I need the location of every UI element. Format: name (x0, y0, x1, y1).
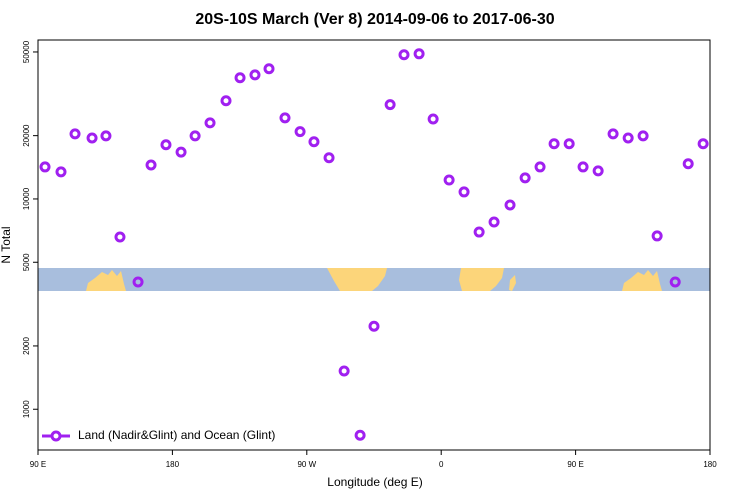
point (234, 72, 246, 84)
point (145, 159, 157, 171)
point (651, 230, 663, 242)
y-axis-label: N Total (0, 226, 13, 263)
point (308, 136, 320, 148)
y-tick-label: 1000 (22, 400, 31, 418)
x-tick-label: 0 (439, 460, 444, 469)
point (39, 161, 51, 173)
land (86, 270, 126, 291)
point (294, 126, 306, 138)
land (459, 268, 504, 291)
y-tick-label: 10000 (22, 187, 31, 210)
legend-marker (50, 430, 62, 442)
point (504, 199, 516, 211)
x-tick-label: 90 E (30, 460, 46, 469)
point (189, 130, 201, 142)
plot-frame (37, 39, 711, 451)
land (509, 275, 516, 291)
chart-title: 20S-10S March (Ver 8) 2014-09-06 to 2017… (195, 11, 554, 28)
point (548, 138, 560, 150)
point (55, 166, 67, 178)
point (637, 130, 649, 142)
point (607, 128, 619, 140)
point (682, 158, 694, 170)
point (175, 146, 187, 158)
x-tick-label: 90 E (567, 460, 583, 469)
point (669, 276, 681, 288)
point (249, 69, 261, 81)
point (592, 165, 604, 177)
point (132, 276, 144, 288)
point (323, 152, 335, 164)
point (384, 99, 396, 111)
point (100, 130, 112, 142)
point (697, 138, 709, 150)
x-tick-label: 180 (703, 460, 717, 469)
point (413, 48, 425, 60)
point (622, 132, 634, 144)
x-tick-label: 90 W (297, 460, 316, 469)
point (368, 320, 380, 332)
point (114, 231, 126, 243)
point (279, 112, 291, 124)
point (398, 49, 410, 61)
point (534, 161, 546, 173)
land (327, 268, 387, 291)
y-tick-label: 20000 (22, 124, 31, 147)
point (354, 429, 366, 441)
point (204, 117, 216, 129)
point (458, 186, 470, 198)
land (622, 270, 662, 291)
y-tick-label: 2000 (22, 336, 31, 354)
point (519, 172, 531, 184)
legend-label: Land (Nadir&Glint) and Ocean (Glint) (78, 428, 275, 442)
point (427, 113, 439, 125)
point (563, 138, 575, 150)
y-tick-label: 50000 (22, 40, 31, 63)
point (220, 95, 232, 107)
point (69, 128, 81, 140)
point (263, 63, 275, 75)
point (473, 226, 485, 238)
point (443, 174, 455, 186)
point (577, 161, 589, 173)
point (160, 139, 172, 151)
map-strip (38, 268, 710, 291)
point (86, 132, 98, 144)
x-tick-label: 180 (166, 460, 180, 469)
x-axis-label: Longitude (deg E) (327, 475, 422, 489)
point (338, 365, 350, 377)
point (488, 216, 500, 228)
y-tick-label: 5000 (22, 253, 31, 271)
